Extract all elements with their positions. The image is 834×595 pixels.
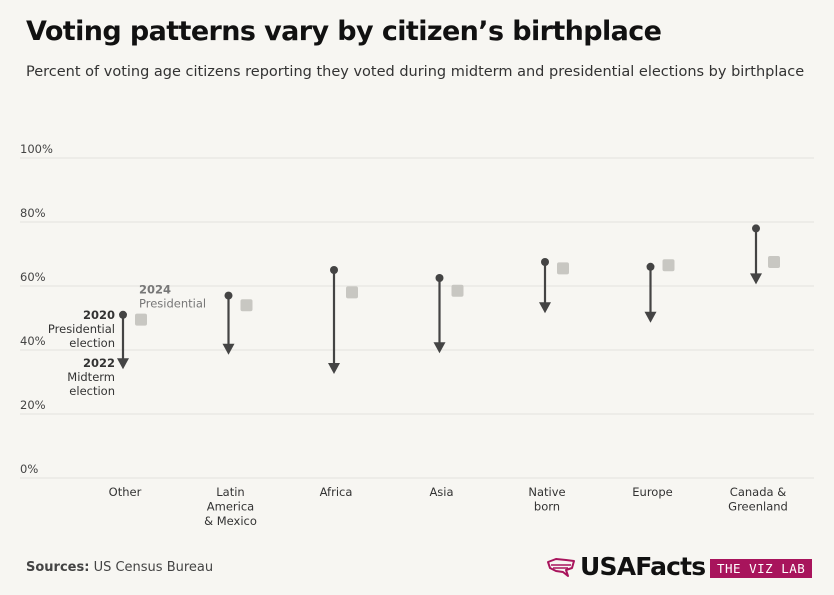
presidential-2020-dot (752, 224, 760, 233)
chart-title: Voting patterns vary by citizen’s birthp… (26, 16, 662, 47)
presidential-2024-square (662, 259, 675, 272)
y-tick-label: 60% (20, 270, 46, 284)
category-label: Asia (429, 485, 453, 499)
category-label: born (534, 500, 560, 514)
brand-name: USAFacts (580, 552, 706, 581)
category-label: Greenland (728, 500, 788, 514)
source-text: US Census Bureau (93, 560, 214, 575)
y-tick-label: 80% (20, 206, 46, 220)
y-tick-label: 20% (20, 398, 46, 412)
presidential-2024-square (557, 262, 569, 275)
category-label: Native (528, 485, 565, 499)
annotation-2020-label: election (69, 336, 115, 350)
category-label: Europe (632, 485, 672, 499)
annotation-2022-year: 2022 (83, 356, 115, 370)
annotation-2020-year: 2020 (83, 308, 115, 322)
vizlab-badge: THE VIZ LAB (710, 559, 813, 578)
annotation-2024-label: Presidential (139, 297, 206, 311)
source-label: Sources: (26, 560, 90, 575)
presidential-2020-dot (330, 266, 338, 274)
category-label: America (207, 500, 254, 514)
us-map-icon (547, 557, 575, 577)
presidential-2024-square (451, 284, 464, 297)
annotation-2020-label: Presidential (48, 322, 115, 336)
presidential-2020-dot (541, 258, 549, 266)
presidential-2024-square (240, 299, 253, 312)
usafacts-logo: USAFacts (546, 552, 706, 581)
change-arrow-head (750, 273, 762, 285)
y-tick-label: 0% (20, 462, 38, 476)
category-label: Latin (216, 485, 244, 499)
annotation-2024-year: 2024 (139, 283, 171, 297)
category-label: Canada & (730, 485, 786, 499)
chart-subtitle: Percent of voting age citizens reporting… (26, 64, 805, 80)
source-note: Sources: US Census Bureau (26, 560, 213, 575)
annotation-2022-label: election (69, 384, 115, 398)
change-arrow-head (433, 342, 446, 354)
presidential-2020-dot (646, 262, 655, 271)
category-label: Africa (320, 485, 353, 499)
category-label: Other (109, 485, 142, 499)
presidential-2020-dot (435, 274, 444, 282)
presidential-2020-dot (224, 291, 233, 300)
y-tick-label: 100% (20, 142, 53, 156)
presidential-2020-dot (119, 310, 127, 319)
change-arrow-head (539, 302, 551, 314)
presidential-2024-square (768, 256, 780, 268)
change-arrow-head (117, 358, 129, 370)
annotation-2022-label: Midterm (67, 370, 115, 384)
presidential-2024-square (135, 313, 147, 326)
presidential-2024-square (346, 286, 358, 299)
change-arrow-head (644, 311, 657, 323)
change-arrow-head (222, 343, 235, 355)
y-tick-label: 40% (20, 334, 46, 348)
change-arrow-head (328, 363, 340, 374)
category-label: & Mexico (204, 514, 257, 528)
